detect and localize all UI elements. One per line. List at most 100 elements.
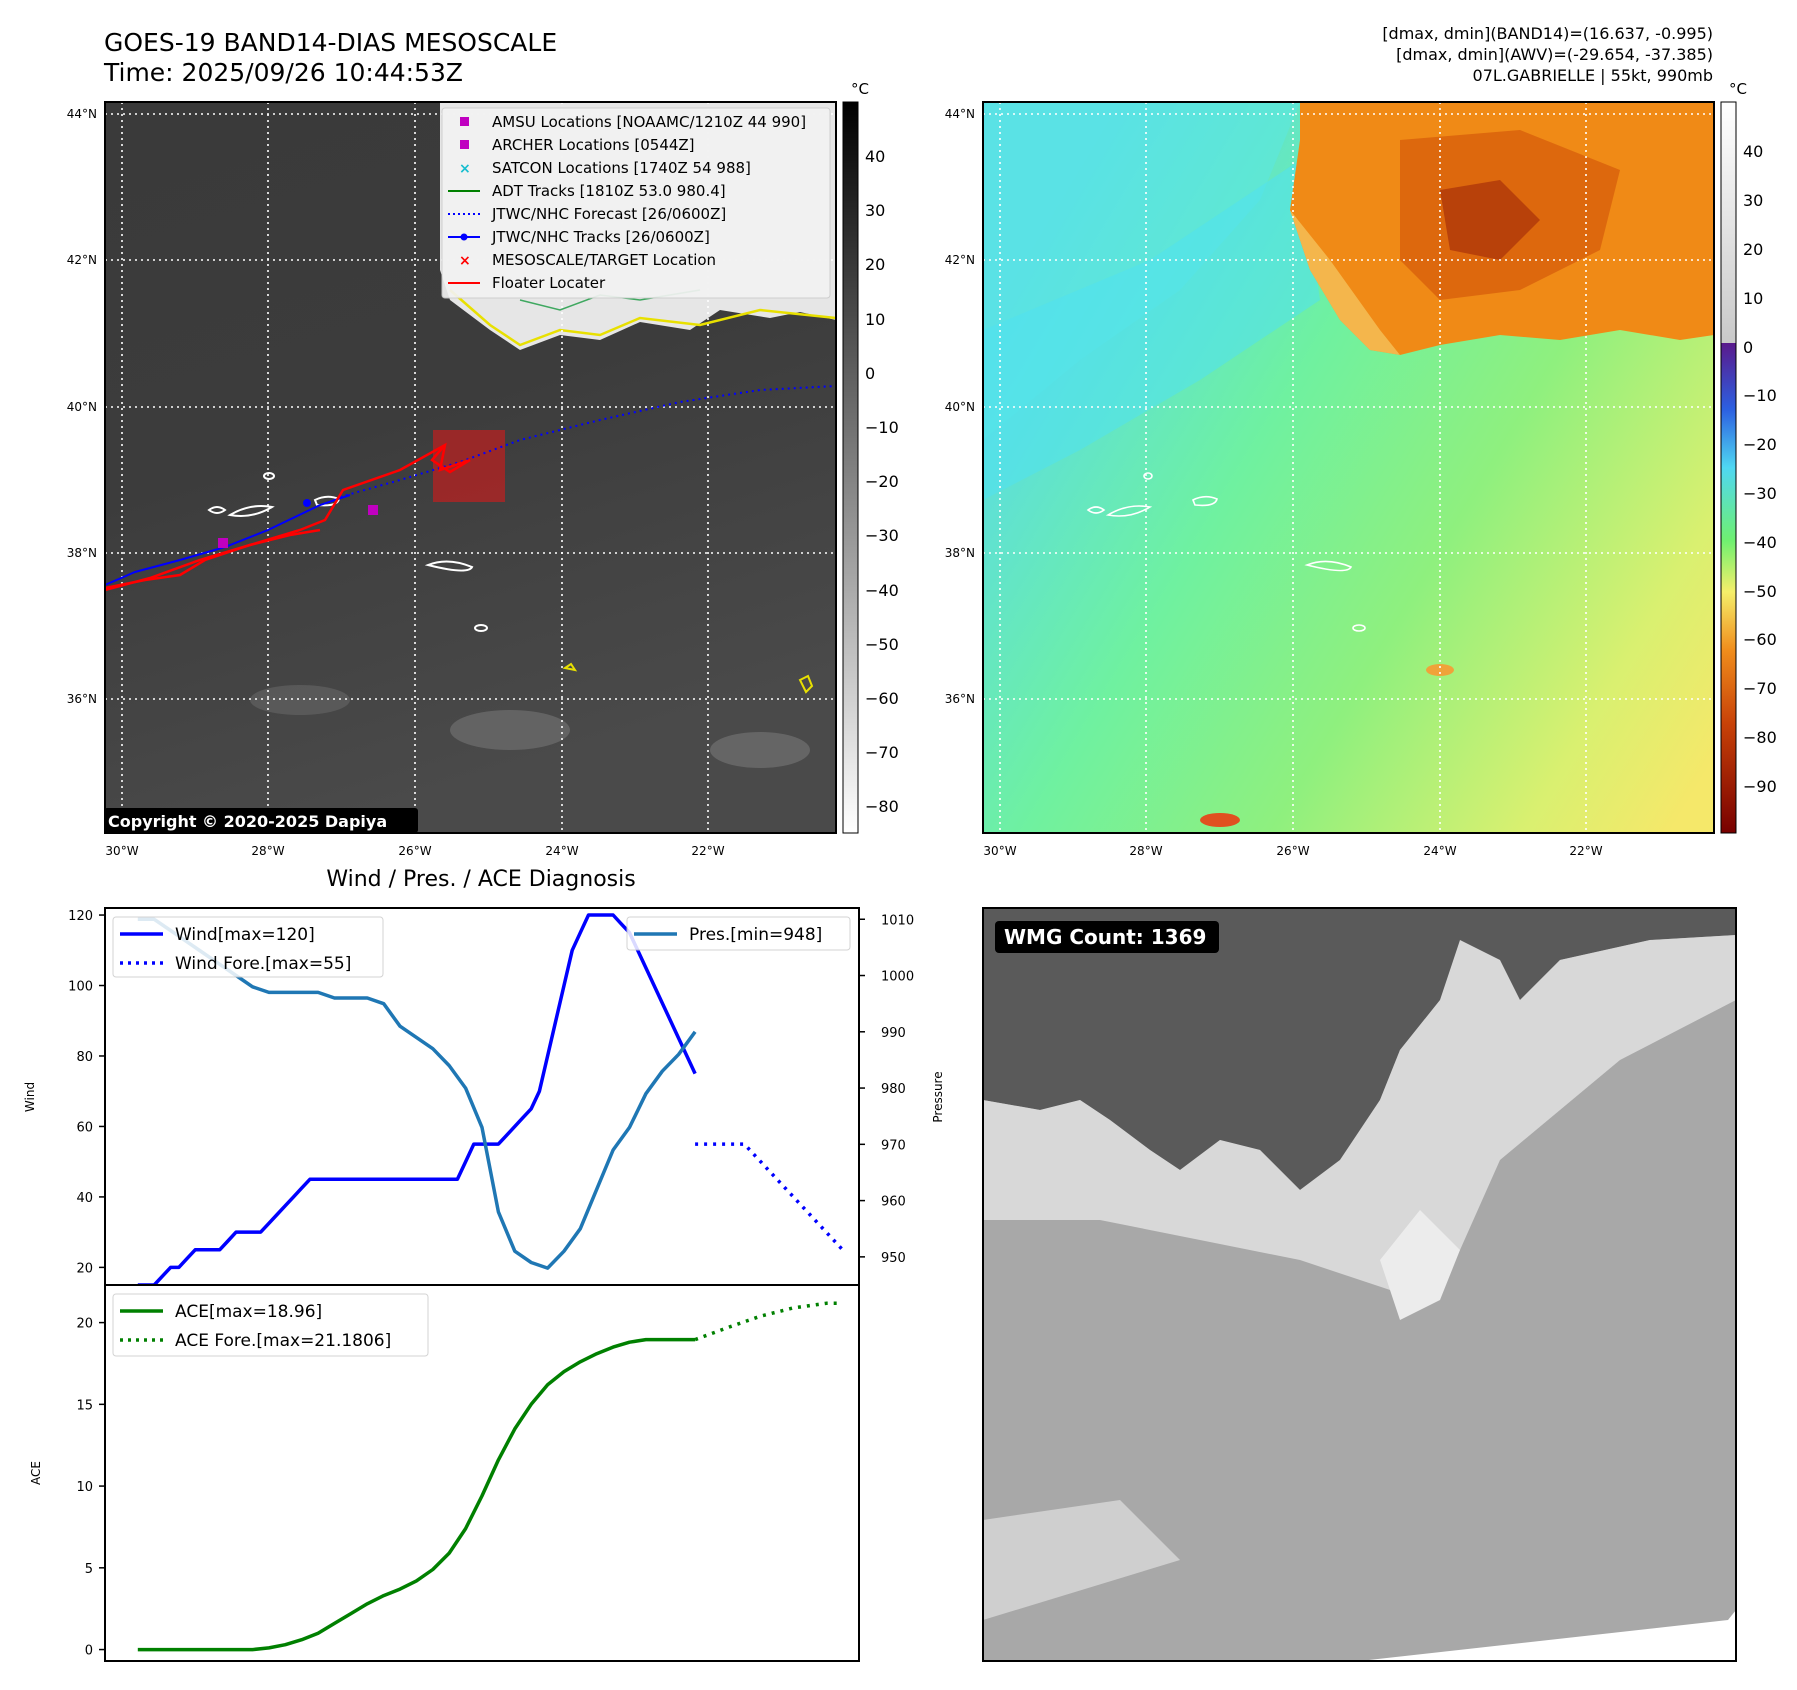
svg-text:−30: −30: [1743, 484, 1777, 503]
legend-marker-target: ×: [459, 253, 471, 269]
svg-text:30: 30: [1743, 191, 1763, 210]
ir-lat-labels: 44°N 42°N 40°N 38°N 36°N: [67, 107, 97, 706]
svg-text:40°N: 40°N: [67, 400, 97, 414]
copyright-badge: [104, 808, 418, 833]
wmg-count: WMG Count: 1369: [1004, 925, 1206, 949]
svg-text:0: 0: [865, 364, 875, 383]
wv-lat-labels: 44°N 42°N 40°N 38°N 36°N: [945, 107, 975, 706]
ir-colorbar: [842, 101, 859, 834]
svg-text:28°W: 28°W: [251, 844, 284, 858]
svg-text:38°N: 38°N: [67, 546, 97, 560]
map-legend: AMSU Locations [NOAAMC/1210Z 44 990] ARC…: [441, 107, 831, 299]
wv-colorbar-unit: °C: [1729, 80, 1747, 98]
y-tick-label: 5: [85, 1562, 93, 1577]
svg-text:−50: −50: [1743, 582, 1777, 601]
svg-text:−10: −10: [1743, 386, 1777, 405]
legend-marker-archer: [460, 140, 469, 149]
y-tick-label: 80: [76, 1050, 93, 1065]
y-tick-label: 40: [76, 1191, 93, 1206]
pressure-axis-label: Pressure: [931, 1071, 945, 1122]
legend-ace-fore: ACE Fore.[max=21.1806]: [175, 1331, 391, 1351]
jtwc-forecast-line: [339, 385, 836, 498]
svg-text:−70: −70: [865, 743, 899, 762]
legend-marker-satcon: ×: [459, 161, 471, 177]
svg-text:−20: −20: [865, 472, 899, 491]
svg-text:−70: −70: [1743, 679, 1777, 698]
svg-text:22°W: 22°W: [691, 844, 724, 858]
wv-map-panel: 44°N 42°N 40°N 38°N 36°N 30°W 28°W 26°W …: [945, 80, 1777, 858]
y-tick-label: 60: [76, 1120, 93, 1135]
y-tick-label: 10: [76, 1480, 93, 1495]
archer-location: [218, 538, 228, 548]
y-tick-label: 120: [68, 909, 93, 924]
wind-pressure-plot: 20 40 60 80 100 120 950 960 970 980 990 1000 1010 W…: [23, 907, 945, 1287]
svg-text:44°N: 44°N: [945, 107, 975, 121]
legend-satcon: SATCON Locations [1740Z 54 988]: [492, 159, 751, 177]
svg-text:40°N: 40°N: [945, 400, 975, 414]
wmg-dark-region: [983, 908, 1736, 1190]
svg-text:0: 0: [1743, 338, 1753, 357]
right-tick-label: 980: [881, 1082, 906, 1097]
svg-text:−60: −60: [1743, 630, 1777, 649]
ace-plot: 0 5 10 15 20 ACE ACE[max=18.96] ACE Fore.[ma…: [29, 1284, 860, 1662]
figure-title-line1: GOES-19 BAND14-DIAS MESOSCALE: [104, 28, 557, 57]
svg-text:−50: −50: [865, 635, 899, 654]
legend-forecast: JTWC/NHC Forecast [26/0600Z]: [491, 205, 726, 223]
legend-target: MESOSCALE/TARGET Location: [492, 251, 716, 269]
svg-text:40: 40: [1743, 142, 1763, 161]
ace-legend: ACE[max=18.96] ACE Fore.[max=21.1806]: [112, 1293, 429, 1357]
svg-text:28°W: 28°W: [1129, 844, 1162, 858]
right-tick-label: 970: [881, 1138, 906, 1153]
wv-islands: [1086, 472, 1366, 632]
svg-text:20: 20: [865, 255, 885, 274]
legend-floater: Floater Locater: [492, 274, 606, 292]
svg-text:−40: −40: [1743, 533, 1777, 552]
y-tick-label: 100: [68, 980, 93, 995]
wind-axis-label: Wind: [23, 1082, 37, 1112]
svg-text:38°N: 38°N: [945, 546, 975, 560]
series-wind: [137, 913, 697, 1287]
svg-text:−80: −80: [865, 797, 899, 816]
ir-colorbar-ticks: 40 30 20 10 0 −10 −20 −30 −40 −50 −60 −7…: [865, 147, 899, 816]
svg-text:−80: −80: [1743, 728, 1777, 747]
ir-lon-labels: 30°W 28°W 26°W 24°W 22°W: [105, 844, 724, 858]
y-tick-label: 0: [85, 1644, 93, 1659]
ir-map-frame: [104, 101, 837, 834]
series-ace: [137, 1337, 696, 1652]
svg-text:−40: −40: [865, 581, 899, 600]
legend-pres: Pres.[min=948]: [689, 925, 822, 945]
wmg-badge: [995, 921, 1219, 953]
svg-text:40: 40: [865, 147, 885, 166]
svg-text:30°W: 30°W: [105, 844, 138, 858]
svg-text:42°N: 42°N: [67, 253, 97, 267]
wind-y-ticks: 20 40 60 80 100 120: [68, 909, 105, 1276]
diagnosis-title: Wind / Pres. / ACE Diagnosis: [326, 867, 635, 892]
svg-text:−90: −90: [1743, 777, 1777, 796]
legend-amsu: AMSU Locations [NOAAMC/1210Z 44 990]: [492, 113, 806, 131]
svg-text:−60: −60: [865, 689, 899, 708]
wmg-light-band: [983, 935, 1736, 1300]
series-ace-fore: [694, 1301, 843, 1342]
svg-text:10: 10: [865, 310, 885, 329]
pressure-legend: Pres.[min=948]: [626, 916, 851, 951]
svg-text:26°W: 26°W: [398, 844, 431, 858]
pressure-y-ticks: 950 960 970 980 990 1000 1010: [859, 913, 914, 1266]
svg-text:26°W: 26°W: [1276, 844, 1309, 858]
wv-map-frame: [982, 101, 1715, 834]
legend-archer: ARCHER Locations [0544Z]: [492, 136, 695, 154]
ace-axis-label: ACE: [29, 1461, 43, 1485]
right-tick-label: 1010: [881, 913, 914, 928]
ace-y-ticks: 0 5 10 15 20: [76, 1317, 105, 1659]
y-tick-label: 15: [76, 1398, 93, 1413]
svg-text:−20: −20: [1743, 435, 1777, 454]
right-tick-label: 990: [881, 1026, 906, 1041]
azores-islands: [207, 472, 488, 632]
jtwc-track-point: [303, 499, 311, 507]
svg-text:42°N: 42°N: [945, 253, 975, 267]
floater-track-line: [105, 442, 471, 592]
legend-wind: Wind[max=120]: [175, 925, 315, 945]
svg-text:−10: −10: [865, 418, 899, 437]
svg-text:24°W: 24°W: [545, 844, 578, 858]
right-tick-label: 1000: [881, 970, 914, 985]
ace-series: [137, 1301, 843, 1652]
